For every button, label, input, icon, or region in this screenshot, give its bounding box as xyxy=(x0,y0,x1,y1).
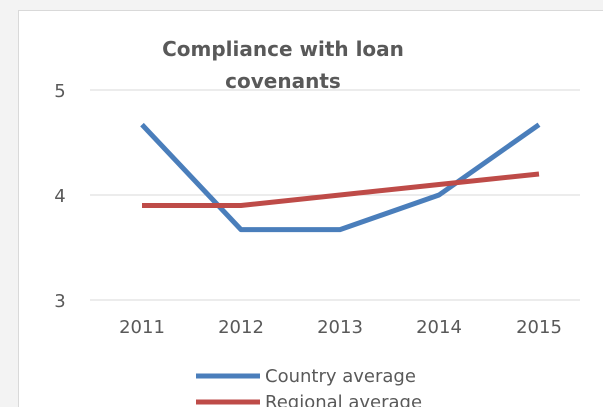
chart-panel xyxy=(18,10,603,407)
country-average-legend-label: Country average xyxy=(265,366,416,387)
y-tick-5: 5 xyxy=(54,81,65,102)
x-tick-2011: 2011 xyxy=(119,317,165,338)
chart-title-line-1: Compliance with loan xyxy=(162,37,404,61)
legend: Country average Regional average xyxy=(196,366,422,407)
regional-average-line xyxy=(142,171,540,208)
country-average-line xyxy=(140,122,541,233)
x-tick-2015: 2015 xyxy=(516,317,562,338)
y-axis: 5 4 3 xyxy=(54,81,65,312)
chart-title-line-2: covenants xyxy=(225,69,341,93)
series-layer xyxy=(140,122,541,233)
regional-average-legend-label: Regional average xyxy=(265,392,422,407)
y-tick-4: 4 xyxy=(54,186,65,207)
x-axis: 2011 2012 2013 2014 2015 xyxy=(119,317,562,338)
y-tick-3: 3 xyxy=(54,291,65,312)
x-tick-2014: 2014 xyxy=(416,317,462,338)
x-tick-2013: 2013 xyxy=(317,317,363,338)
x-tick-2012: 2012 xyxy=(218,317,264,338)
